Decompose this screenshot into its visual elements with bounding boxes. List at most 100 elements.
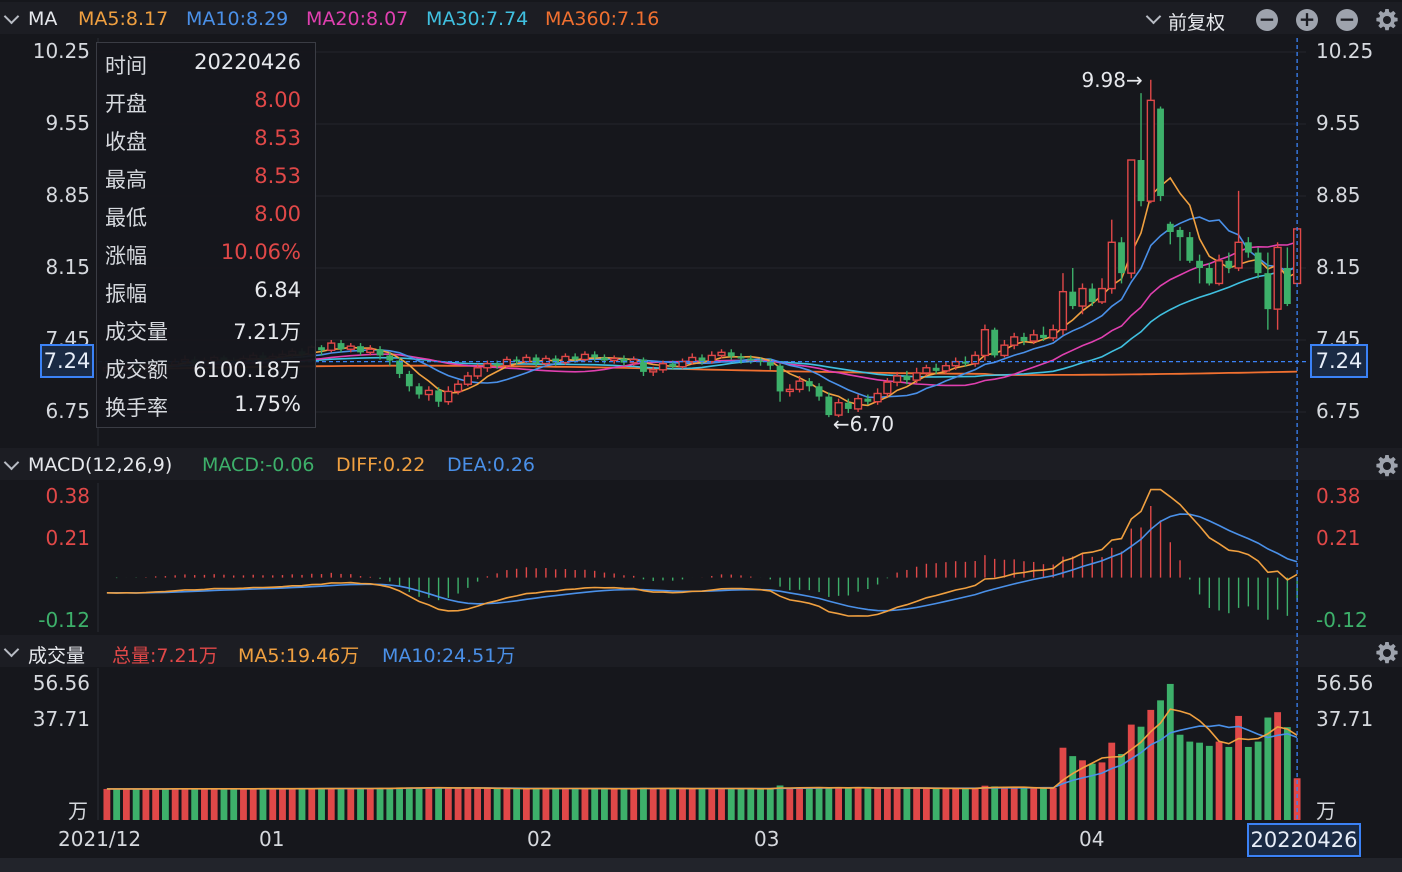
volume-bar bbox=[1166, 683, 1174, 820]
chevron-down-icon[interactable] bbox=[3, 8, 20, 25]
gear-icon[interactable] bbox=[1375, 454, 1399, 478]
volume-bar bbox=[1157, 700, 1164, 820]
tooltip-key: 时间 bbox=[105, 54, 147, 78]
chevron-down-icon[interactable] bbox=[3, 641, 20, 658]
volume-bar bbox=[591, 788, 599, 820]
zoom-in-icon[interactable]: + bbox=[1296, 9, 1318, 31]
volume-bar bbox=[464, 788, 472, 820]
tooltip-row-time: 时间 20220426 bbox=[105, 50, 301, 80]
volume-bar bbox=[747, 788, 755, 820]
tooltip-row-turnover-rate: 换手率 1.75% bbox=[105, 392, 301, 422]
volume-bar bbox=[181, 788, 189, 820]
panel-background bbox=[98, 668, 1306, 820]
volume-bar bbox=[122, 788, 130, 820]
candle-body bbox=[766, 361, 774, 366]
remove-icon[interactable]: − bbox=[1336, 9, 1358, 31]
volume-bar bbox=[318, 788, 325, 820]
volume-bar bbox=[1215, 741, 1223, 820]
volume-bar bbox=[913, 788, 921, 820]
candle-body bbox=[1186, 237, 1194, 261]
tooltip-value: 1.75% bbox=[234, 392, 301, 416]
volume-bar bbox=[522, 788, 530, 820]
volume-bar bbox=[698, 788, 706, 820]
vol-ma5-legend: MA5:19.46万 bbox=[238, 645, 360, 667]
candle-body bbox=[1254, 252, 1262, 274]
volume-bar bbox=[962, 788, 969, 820]
volume-y-tick: 37.71 bbox=[1316, 707, 1374, 731]
volume-bar bbox=[1147, 709, 1155, 820]
tooltip-row-open: 开盘 8.00 bbox=[105, 88, 301, 118]
tooltip-key: 振幅 bbox=[105, 282, 147, 306]
low-annotation: ←6.70 bbox=[833, 412, 894, 436]
candle-body bbox=[1176, 229, 1184, 238]
cursor-date-label: 20220426 bbox=[1247, 823, 1361, 857]
tooltip-key: 成交量 bbox=[105, 320, 168, 344]
price-panel-header: MA MA5:8.17 MA10:8.29 MA20:8.07 MA30:7.7… bbox=[0, 2, 1402, 34]
volume-bar bbox=[815, 787, 823, 820]
candle-body bbox=[873, 392, 882, 403]
tooltip-value: 8.53 bbox=[254, 126, 301, 150]
volume-bar bbox=[1176, 734, 1184, 820]
candle-body bbox=[318, 347, 325, 351]
price-y-tick: 9.55 bbox=[45, 111, 90, 135]
volume-bar bbox=[1196, 742, 1203, 820]
tooltip-value: 6100.18万 bbox=[193, 358, 301, 382]
candle-body bbox=[864, 398, 872, 402]
candle-body bbox=[1214, 260, 1224, 285]
candle-body bbox=[580, 353, 590, 361]
volume-bar bbox=[162, 788, 169, 820]
candle-body bbox=[1283, 268, 1291, 304]
candle-body bbox=[453, 383, 463, 393]
candle-body bbox=[912, 372, 921, 381]
volume-bar bbox=[1040, 788, 1047, 820]
volume-bar bbox=[435, 787, 442, 820]
volume-bar bbox=[279, 788, 286, 820]
volume-bar bbox=[444, 787, 452, 820]
volume-bar bbox=[347, 788, 355, 820]
tooltip-value: 8.00 bbox=[254, 202, 301, 226]
gear-icon[interactable] bbox=[1375, 641, 1399, 665]
volume-bar bbox=[669, 788, 677, 820]
chevron-down-icon[interactable] bbox=[3, 454, 20, 471]
macd-panel-title: MACD(12,26,9) bbox=[28, 454, 173, 476]
volume-bar bbox=[805, 788, 813, 820]
candle-body bbox=[1137, 160, 1145, 202]
candle-body bbox=[1166, 223, 1174, 232]
gear-icon[interactable] bbox=[1375, 8, 1399, 32]
candle-body bbox=[795, 380, 804, 391]
tooltip-row-low: 最低 8.00 bbox=[105, 202, 301, 232]
candle-body bbox=[1244, 242, 1252, 253]
candle-body bbox=[502, 358, 511, 367]
high-annotation: 9.98→ bbox=[1081, 68, 1142, 92]
diff-legend: DIFF:0.22 bbox=[336, 454, 426, 476]
volume-bar bbox=[942, 788, 950, 820]
volume-bar bbox=[142, 788, 150, 820]
adjust-dropdown[interactable]: 前复权 bbox=[1168, 12, 1226, 34]
dea-line bbox=[106, 513, 1298, 612]
volume-bar bbox=[171, 788, 179, 820]
candle-body bbox=[601, 357, 608, 361]
tooltip-key: 收盘 bbox=[105, 130, 147, 154]
volume-bar bbox=[708, 788, 716, 820]
volume-bar bbox=[727, 788, 735, 820]
volume-bar bbox=[1127, 724, 1135, 820]
candle-body bbox=[941, 365, 951, 372]
price-y-tick: 6.75 bbox=[1316, 399, 1361, 423]
volume-bar bbox=[1098, 762, 1106, 820]
zoom-out-icon[interactable]: − bbox=[1256, 9, 1278, 31]
bottom-scrollbar[interactable] bbox=[0, 858, 1402, 872]
candle-body bbox=[1196, 260, 1203, 268]
candle-body bbox=[386, 355, 394, 361]
tooltip-value: 6.84 bbox=[254, 278, 301, 302]
volume-bar bbox=[1137, 726, 1145, 820]
volume-bar bbox=[874, 787, 882, 820]
volume-bar bbox=[249, 788, 257, 820]
tooltip-row-turnover: 成交额 6100.18万 bbox=[105, 354, 301, 384]
candle-body bbox=[1000, 344, 1009, 357]
ma360-legend: MA360:7.16 bbox=[545, 8, 660, 30]
candle-body bbox=[669, 363, 677, 367]
volume-ma5-line bbox=[106, 708, 1298, 790]
macd-panel-header: MACD(12,26,9) MACD:-0.06 DIFF:0.22 DEA:0… bbox=[0, 448, 1402, 480]
adjust-dropdown-icon[interactable] bbox=[1145, 8, 1162, 25]
volume-bar bbox=[786, 788, 794, 820]
